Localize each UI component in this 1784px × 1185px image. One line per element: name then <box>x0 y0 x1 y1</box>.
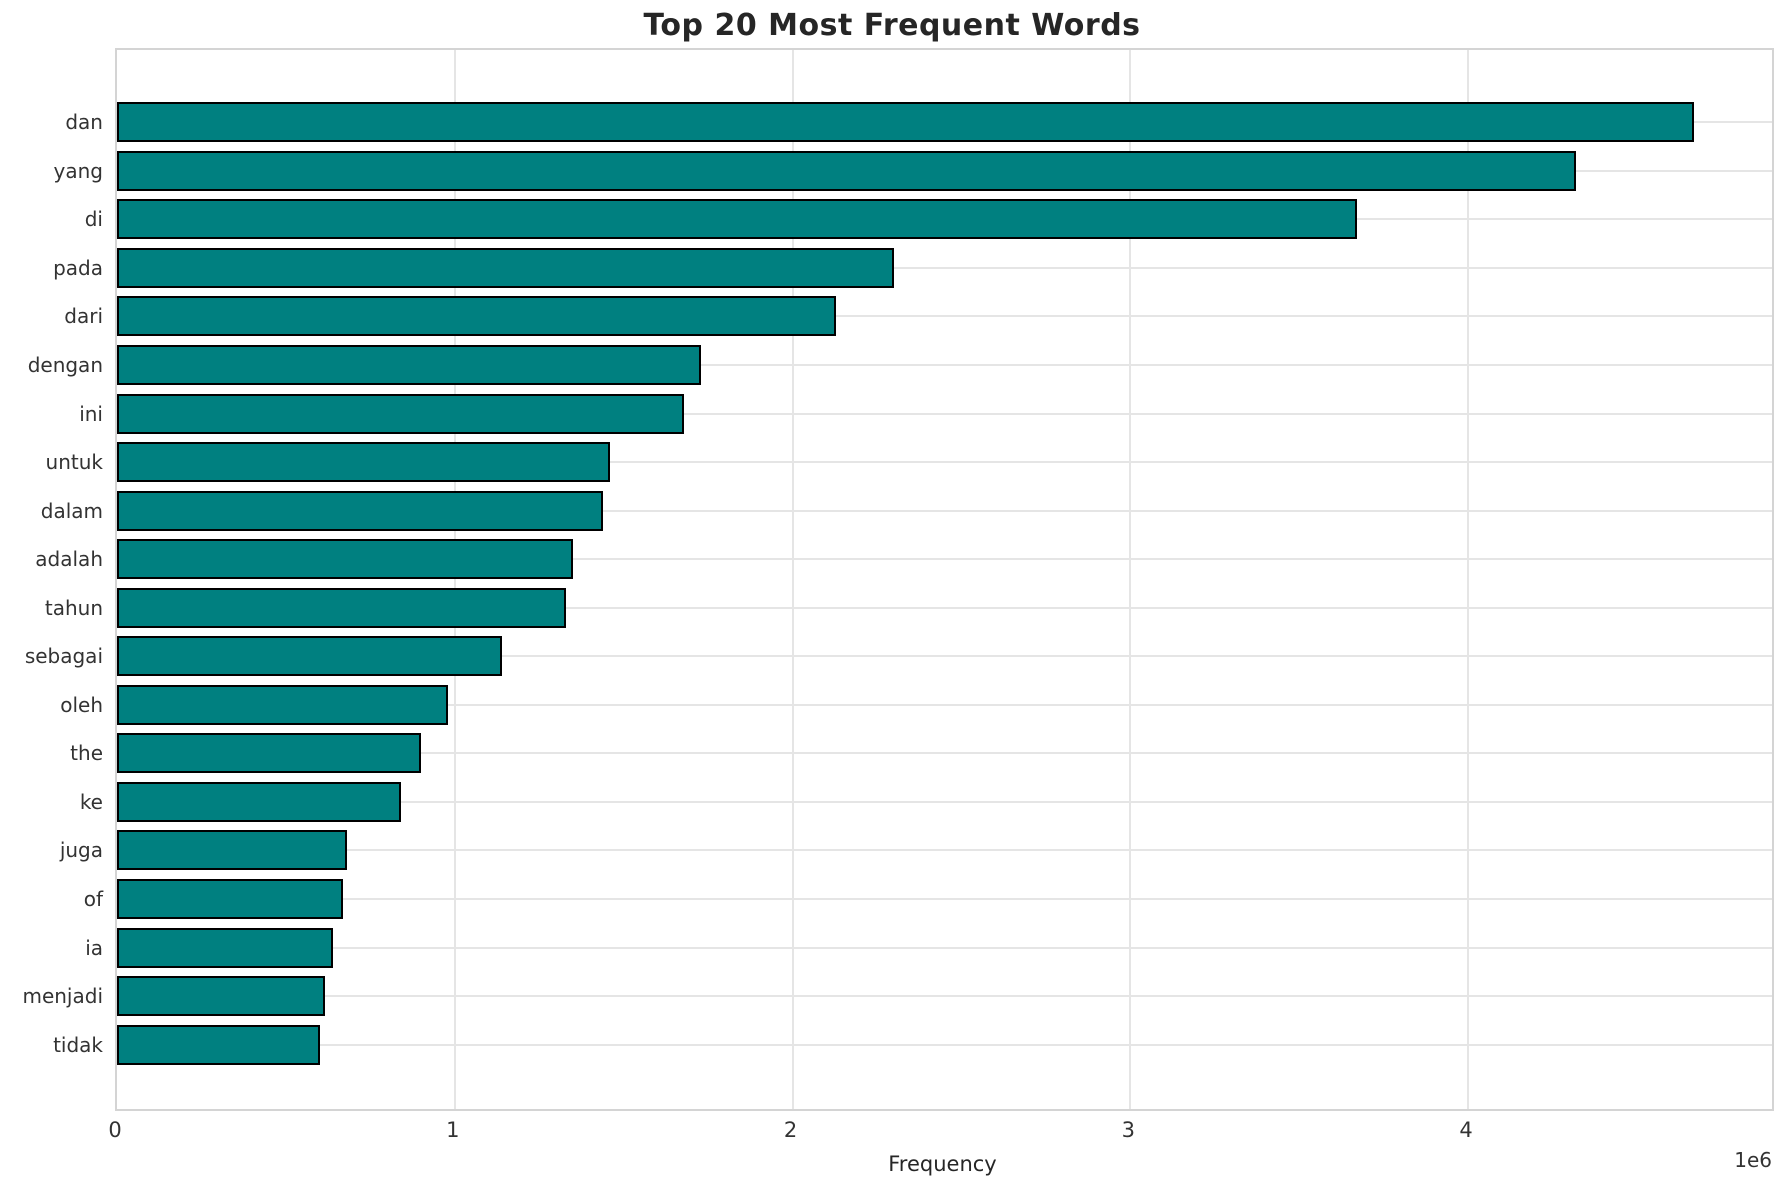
vertical-gridline <box>1467 50 1470 1109</box>
bar-row: oleh <box>60 681 1772 730</box>
bar-row: sebagai <box>25 632 1772 681</box>
bar <box>117 636 503 677</box>
bar <box>117 539 573 580</box>
horizontal-gridline <box>117 558 1772 561</box>
x-tick-label: 2 <box>783 1118 798 1142</box>
y-tick-label: sebagai <box>24 644 103 669</box>
horizontal-gridline <box>117 364 1772 366</box>
horizontal-gridline <box>117 800 1772 803</box>
bar-row: menjadi <box>22 972 1772 1021</box>
bar-row: pada <box>53 244 1772 293</box>
bar <box>117 587 567 628</box>
plot-area: dan yang di pada dari dengan ini untuk dalam adal… <box>22 48 1774 1111</box>
bar-row: ia <box>85 923 1772 972</box>
y-tick-label: di <box>84 207 103 232</box>
bar <box>117 296 837 337</box>
bar <box>117 927 334 968</box>
y-tick-label: pada <box>53 255 103 280</box>
horizontal-gridline <box>117 898 1772 901</box>
bar <box>117 102 1695 143</box>
horizontal-gridline <box>117 995 1772 998</box>
horizontal-gridline <box>117 703 1772 706</box>
horizontal-gridline <box>117 752 1772 755</box>
y-tick-label: untuk <box>45 450 103 475</box>
bar-row: di <box>85 195 1772 244</box>
horizontal-gridline <box>117 1043 1772 1046</box>
bar <box>117 781 401 822</box>
bar-row: untuk <box>46 438 1772 487</box>
bar-row: dengan <box>28 341 1772 390</box>
bar <box>117 442 611 483</box>
y-tick-label: ke <box>79 789 103 814</box>
horizontal-gridline <box>117 266 1772 269</box>
y-tick-label: adalah <box>35 547 103 572</box>
x-axis-multiplier-label: 1e6 <box>1734 1148 1772 1172</box>
bar <box>117 1024 320 1065</box>
y-tick-label: juga <box>59 838 103 863</box>
bar <box>117 150 1577 191</box>
y-tick-label: menjadi <box>22 984 103 1009</box>
bar-row: dalam <box>41 486 1772 535</box>
bar-row: of <box>84 875 1772 924</box>
bar-row: dan <box>65 98 1772 147</box>
bar-row: tidak <box>53 1020 1772 1069</box>
bar <box>117 490 604 531</box>
bar <box>117 393 685 434</box>
y-tick-label: dalam <box>40 498 103 523</box>
bar-row: the <box>70 729 1772 778</box>
bar <box>117 684 448 725</box>
bar <box>117 199 1357 240</box>
horizontal-gridline <box>117 509 1772 512</box>
bar-rows: dan yang di pada dari dengan ini untuk dalam adal… <box>22 50 1772 1109</box>
x-axis-label: Frequency <box>888 1152 997 1176</box>
bar-row: juga <box>60 826 1772 875</box>
y-tick-label: dan <box>65 110 103 135</box>
bar-row: adalah <box>35 535 1772 584</box>
horizontal-gridline <box>117 315 1772 318</box>
bar <box>117 976 325 1017</box>
bar <box>117 733 421 774</box>
y-tick-label: the <box>70 741 103 766</box>
vertical-gridline <box>453 50 456 1109</box>
bar <box>117 345 702 385</box>
bar-row: ini <box>79 389 1772 438</box>
y-tick-label: ini <box>79 401 103 426</box>
y-tick-label: dengan <box>27 353 103 377</box>
horizontal-gridline <box>117 412 1772 415</box>
y-tick-label: ia <box>85 935 103 960</box>
horizontal-gridline <box>117 849 1772 852</box>
vertical-gridline <box>791 50 794 1109</box>
x-tick-label: 3 <box>1121 1118 1135 1142</box>
bar <box>117 247 894 288</box>
x-tick-label: 4 <box>1459 1118 1473 1142</box>
y-tick-label: oleh <box>60 692 103 717</box>
horizontal-gridline <box>117 655 1772 658</box>
horizontal-gridline <box>117 606 1772 609</box>
bar-row: yang <box>54 147 1772 196</box>
x-tick-label: 0 <box>108 1118 122 1142</box>
horizontal-gridline <box>117 461 1772 464</box>
bar-row: tahun <box>45 583 1772 632</box>
bar-row: ke <box>80 778 1772 827</box>
bar-row: dari <box>64 292 1772 341</box>
x-tick-label: 1 <box>446 1118 460 1142</box>
y-tick-label: yang <box>53 158 103 183</box>
chart-title: Top 20 Most Frequent Words <box>643 8 1141 43</box>
y-tick-label: tahun <box>44 595 103 620</box>
horizontal-gridline <box>117 946 1772 949</box>
y-tick-label: dari <box>64 304 103 329</box>
vertical-gridline <box>1129 50 1132 1109</box>
y-tick-label: tidak <box>53 1032 103 1057</box>
bar <box>117 830 347 871</box>
bar <box>117 879 344 920</box>
y-tick-label: of <box>83 887 103 912</box>
